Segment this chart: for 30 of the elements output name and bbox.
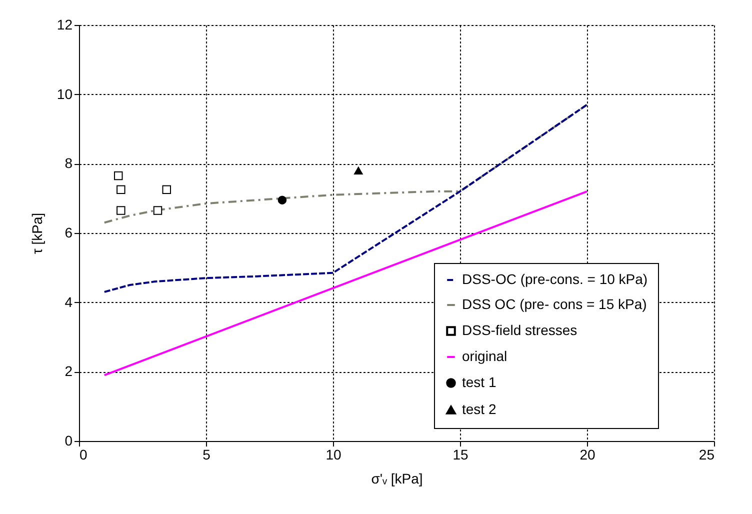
y-tick-label: 4 xyxy=(64,294,73,310)
x-tick-label: 25 xyxy=(698,446,715,462)
legend-label: DSS OC (pre- cons = 15 kPa) xyxy=(462,296,647,312)
point xyxy=(153,206,162,215)
x-tick-label: 5 xyxy=(202,446,211,462)
point xyxy=(278,196,287,204)
y-tick-label: 2 xyxy=(64,363,73,380)
point xyxy=(116,206,126,215)
legend-label: test 2 xyxy=(462,401,496,417)
legend-label: original xyxy=(462,348,508,364)
point xyxy=(162,185,172,194)
point xyxy=(114,171,123,180)
x-tick-label: 0 xyxy=(80,446,88,462)
x-tick-label: 10 xyxy=(326,446,342,462)
y-tick-label: 6 xyxy=(64,224,73,240)
x-tick-label: 15 xyxy=(452,446,468,462)
legend-label: DSS-field stresses xyxy=(462,322,578,338)
x-axis-title: σ'ᵥ [kPa] xyxy=(371,470,423,486)
line-series xyxy=(103,104,588,293)
point xyxy=(116,185,126,194)
legend-label: test 1 xyxy=(462,374,496,390)
y-axis-title: τ [kPa] xyxy=(28,212,45,254)
y-tick-label: 0 xyxy=(64,432,73,448)
point xyxy=(354,166,363,174)
legend-label: DSS-OC (pre-cons. = 10 kPa) xyxy=(462,271,648,287)
y-tick-label: 10 xyxy=(56,86,73,102)
y-tick-label: 12 xyxy=(56,16,73,32)
y-tick-label: 8 xyxy=(64,155,73,172)
line-series xyxy=(103,104,588,224)
x-tick-label: 20 xyxy=(580,446,596,462)
